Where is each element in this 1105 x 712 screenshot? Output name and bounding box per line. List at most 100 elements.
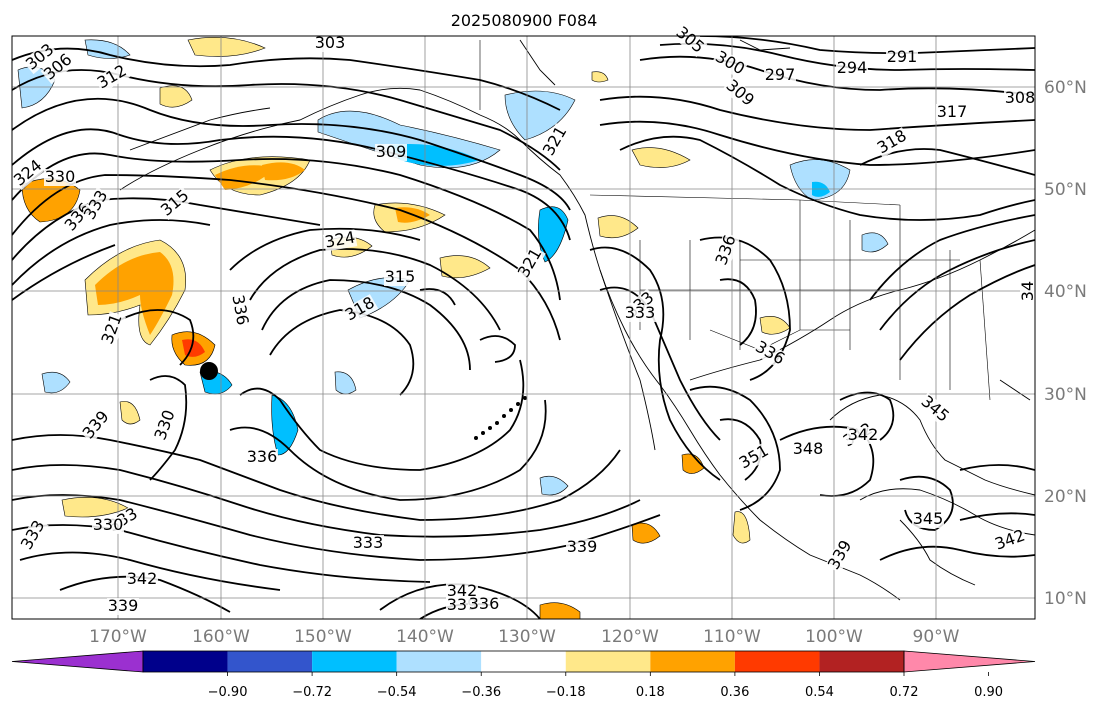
contour-lines (12, 36, 1035, 619)
contour-label-bg (384, 269, 416, 286)
contour-label: 291 (887, 47, 918, 66)
colorbar-tick-label: 0.72 (890, 685, 919, 700)
positive-anomaly-region (597, 215, 639, 239)
contour-label-bg (99, 311, 126, 348)
contour-label: 315 (385, 267, 416, 286)
longitude-label: 160°W (192, 627, 250, 647)
contour-label: 342 (447, 581, 478, 600)
contour-label: 333 (625, 303, 656, 322)
colorbar-ticks: −0.90 −0.72 −0.54 −0.36 −0.18 0.18 0.36 0.54 0.7… (208, 672, 1003, 700)
contour-label-bg (721, 76, 758, 111)
contour-label-bg (825, 537, 856, 574)
contour-label-bg (107, 598, 139, 615)
latitude-label: 10°N (1044, 589, 1087, 609)
contour-label-bg (40, 50, 77, 85)
colorbar-extend-high (903, 650, 1036, 673)
positive-anomaly-region (631, 522, 661, 544)
negative-anomaly-region (861, 232, 889, 253)
contour-label-bg (671, 23, 708, 58)
contour-label-bg (92, 517, 124, 534)
contour-label-bg (540, 123, 571, 160)
negative-anomaly-region (504, 90, 576, 141)
contour-label-bg (566, 539, 598, 556)
latitude-label: 60°N (1044, 78, 1087, 98)
positive-anomaly-region (591, 71, 609, 83)
contour-label-bg (736, 442, 773, 473)
contour-label-bg (1020, 275, 1037, 307)
colorbar-segment (650, 651, 735, 672)
longitude-label: 170°W (89, 627, 147, 647)
longitude-label: 120°W (601, 627, 659, 647)
colorbar-tick-label: −0.54 (377, 685, 417, 700)
contour-label-bg (764, 67, 796, 84)
positive-anomaly-region (262, 162, 305, 181)
positive-anomaly-region (95, 252, 174, 335)
contour-label-bg (912, 511, 944, 528)
contour-label: 297 (765, 65, 796, 84)
contour-label-bg (992, 527, 1029, 554)
contour-label: 336 (469, 594, 500, 613)
contour-label-bg (886, 49, 918, 66)
contour-label: 336 (247, 447, 278, 466)
colorbar-segment (312, 651, 397, 672)
colorbar-segment (227, 651, 313, 672)
map-area (12, 36, 1035, 619)
contour-label-bg (515, 245, 546, 282)
contour-label: 330 (45, 167, 76, 186)
longitude-label: 140°W (396, 627, 454, 647)
positive-anomaly-region (159, 85, 193, 108)
positive-anomaly-region (182, 339, 205, 357)
colorbar-tick-label: −0.36 (461, 685, 501, 700)
contour-label: 333 (353, 533, 384, 552)
contour-label: 345 (913, 509, 944, 528)
colorbar-tick-label: 0.90 (974, 685, 1003, 700)
contour-label-bg (157, 186, 194, 221)
contour-label-bg (847, 427, 879, 444)
contour-label-bg (126, 571, 158, 588)
contour-label-bg (22, 40, 59, 75)
contour-label-bg (751, 338, 788, 369)
latitude-label: 30°N (1044, 385, 1087, 405)
coastlines (119, 39, 1035, 601)
contour-label-bg (81, 187, 112, 224)
colorbar-segment (734, 651, 820, 672)
colorbar-segment (565, 651, 651, 672)
colorbar-tick-label: −0.18 (546, 685, 586, 700)
contour-label: 330 (93, 515, 124, 534)
longitude-label: 150°W (294, 627, 352, 647)
contour-label-bg (10, 156, 47, 191)
map-title: 2025080900 F084 (451, 11, 598, 30)
colorbar-segment (819, 651, 904, 672)
colorbar (11, 650, 1036, 673)
contour-label: 317 (937, 102, 968, 121)
contour-label-bg (936, 104, 968, 121)
negative-anomaly-region (539, 475, 569, 496)
longitude-label: 110°W (703, 627, 761, 647)
positive-anomaly-region (732, 511, 751, 544)
colorbar-extend-low (11, 650, 144, 673)
contour-label-bg (836, 60, 868, 77)
contour-label-bg (916, 392, 953, 427)
latitude-label: 20°N (1044, 487, 1087, 507)
contour-label: 303 (315, 33, 346, 52)
latitude-label: 40°N (1044, 282, 1087, 302)
contour-label-bg (94, 62, 131, 93)
colorbar-tick-label: −0.90 (208, 685, 248, 700)
positive-anomaly-region (539, 602, 581, 619)
longitude-label: 100°W (805, 627, 863, 647)
positive-anomaly-region (215, 165, 275, 190)
political-borders (479, 40, 991, 401)
positive-anomaly-region (187, 37, 266, 57)
negative-anomaly-region (789, 159, 851, 201)
latitude-labels: 60°N 50°N 40°N 30°N 20°N 10°N (1044, 78, 1087, 609)
contour-label-bg (711, 48, 748, 79)
negative-anomaly-region (334, 371, 357, 395)
contour-label-bg (314, 35, 346, 52)
contour-label: 309 (376, 142, 407, 161)
contour-label: 339 (567, 537, 598, 556)
positive-anomaly-region (119, 401, 141, 425)
colorbar-tick-label: 0.54 (805, 685, 834, 700)
dotted-contour (474, 396, 527, 440)
contour-label-bg (342, 294, 379, 325)
